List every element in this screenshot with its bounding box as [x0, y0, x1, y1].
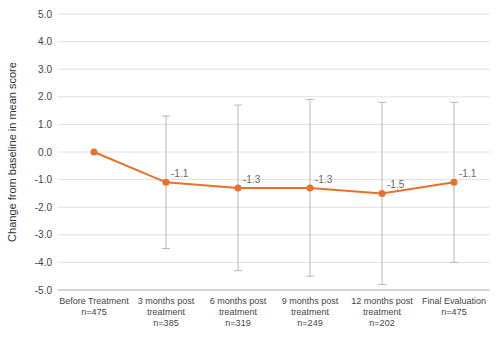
x-tick-line: 3 months post — [138, 296, 195, 306]
x-tick-line: n=319 — [225, 318, 250, 328]
marker — [451, 179, 458, 186]
chart-svg: -5.0 -4.0 -3.0 -2.0 -1.0 0.0 1.0 2.0 3.0 4.0 5.0 Be… — [0, 0, 500, 346]
grid-line — [58, 41, 490, 42]
error-bar — [450, 102, 458, 262]
error-bars — [162, 100, 458, 285]
x-tick-label: 9 months posttreatmentn=249 — [282, 296, 339, 328]
annotation: -1.1 — [459, 168, 477, 179]
x-axis-line — [58, 290, 490, 291]
error-cap — [306, 276, 314, 277]
marker — [163, 179, 170, 186]
grid-line — [58, 179, 490, 180]
grid — [58, 14, 490, 290]
x-tick-line: n=385 — [153, 318, 178, 328]
error-bar — [234, 105, 242, 271]
plot-area — [91, 100, 459, 285]
error-bar — [162, 116, 170, 248]
annotation: -1.5 — [387, 179, 405, 190]
error-cap — [162, 116, 170, 117]
error-cap — [450, 102, 458, 103]
x-tick-line: n=202 — [369, 318, 394, 328]
x-tick-label: Before Treatmentn=475 — [59, 296, 129, 317]
marker — [91, 149, 98, 156]
x-tick-line: treatment — [363, 307, 402, 317]
error-cap — [234, 270, 242, 271]
marker — [307, 184, 314, 191]
x-tick-line: 6 months post — [210, 296, 267, 306]
x-tick-label: Final Evaluationn=475 — [422, 296, 486, 317]
y-tick-label: 3.0 — [38, 64, 52, 75]
y-tick-label: -5.0 — [35, 285, 53, 296]
annotation: -1.3 — [243, 174, 261, 185]
grid-line — [58, 290, 490, 291]
x-tick-line: 12 months post — [351, 296, 413, 306]
error-cap — [450, 262, 458, 263]
x-tick-line: treatment — [219, 307, 258, 317]
y-tick-label: -4.0 — [35, 257, 53, 268]
grid-line — [58, 124, 490, 125]
grid-line — [58, 14, 490, 15]
grid-line — [58, 207, 490, 208]
grid-line — [58, 69, 490, 70]
y-tick-label: 0.0 — [38, 147, 52, 158]
error-cap — [162, 248, 170, 249]
line — [94, 152, 454, 193]
x-tick-line: n=249 — [297, 318, 322, 328]
annotation: -1.1 — [171, 168, 189, 179]
y-tick-label: -3.0 — [35, 229, 53, 240]
error-cap — [378, 284, 386, 285]
x-tick-line: treatment — [147, 307, 186, 317]
grid-line — [58, 96, 490, 97]
x-tick-line: treatment — [291, 307, 330, 317]
grid-line — [58, 152, 490, 153]
y-tick-label: 5.0 — [38, 9, 52, 20]
marker — [235, 184, 242, 191]
x-tick-label: 3 months posttreatmentn=385 — [138, 296, 195, 328]
y-tick-label: -2.0 — [35, 202, 53, 213]
y-tick-label: 4.0 — [38, 36, 52, 47]
y-axis-label: Change from baseline in mean score — [6, 62, 18, 242]
error-cap — [306, 99, 314, 100]
x-tick-line: 9 months post — [282, 296, 339, 306]
grid-line — [58, 262, 490, 263]
x-tick-label: 12 months posttreatmentn=202 — [351, 296, 413, 328]
annotation: -1.3 — [315, 174, 333, 185]
error-cap — [234, 105, 242, 106]
x-tick-line: n=475 — [441, 307, 466, 317]
y-tick-label: -1.0 — [35, 174, 53, 185]
error-bar — [306, 100, 314, 277]
error-cap — [378, 102, 386, 103]
marker — [379, 190, 386, 197]
x-tick-label: 6 months posttreatmentn=319 — [210, 296, 267, 328]
x-tick-line: Final Evaluation — [422, 296, 486, 306]
y-tick-label: 2.0 — [38, 91, 52, 102]
grid-line — [58, 234, 490, 235]
chart-container: -5.0 -4.0 -3.0 -2.0 -1.0 0.0 1.0 2.0 3.0 4.0 5.0 Be… — [0, 0, 500, 346]
x-tick-line: Before Treatment — [59, 296, 129, 306]
x-tick-line: n=475 — [81, 307, 106, 317]
error-bar — [378, 102, 386, 284]
y-tick-label: 1.0 — [38, 119, 52, 130]
